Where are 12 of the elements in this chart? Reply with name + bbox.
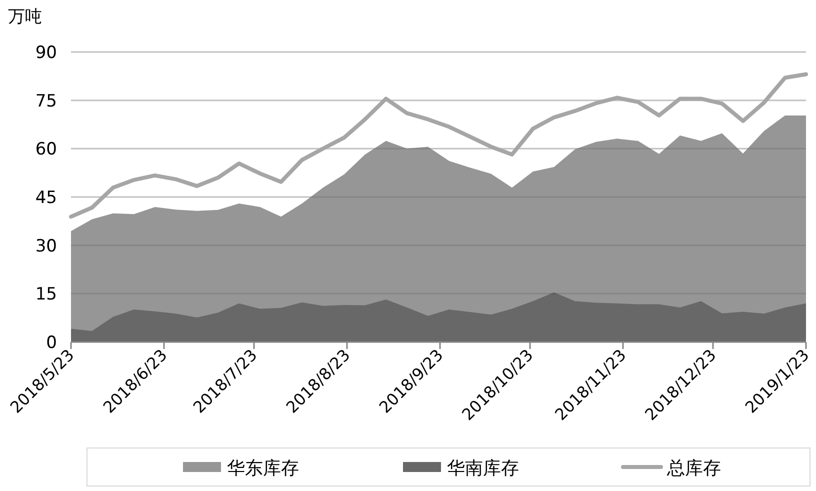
y-tick-label: 75 bbox=[35, 91, 57, 112]
y-tick-label: 30 bbox=[35, 236, 57, 256]
legend-label: 华南库存 bbox=[447, 458, 519, 479]
y-tick-label: 90 bbox=[35, 43, 57, 63]
y-tick-label: 60 bbox=[35, 140, 57, 160]
legend-label: 华东库存 bbox=[227, 458, 299, 479]
y-axis-title: 万吨 bbox=[8, 7, 42, 27]
y-tick-label: 15 bbox=[35, 284, 57, 305]
y-tick-label: 0 bbox=[46, 333, 57, 353]
legend-label: 总库存 bbox=[666, 458, 721, 479]
y-tick-label: 45 bbox=[35, 188, 57, 208]
line-series bbox=[69, 72, 808, 219]
